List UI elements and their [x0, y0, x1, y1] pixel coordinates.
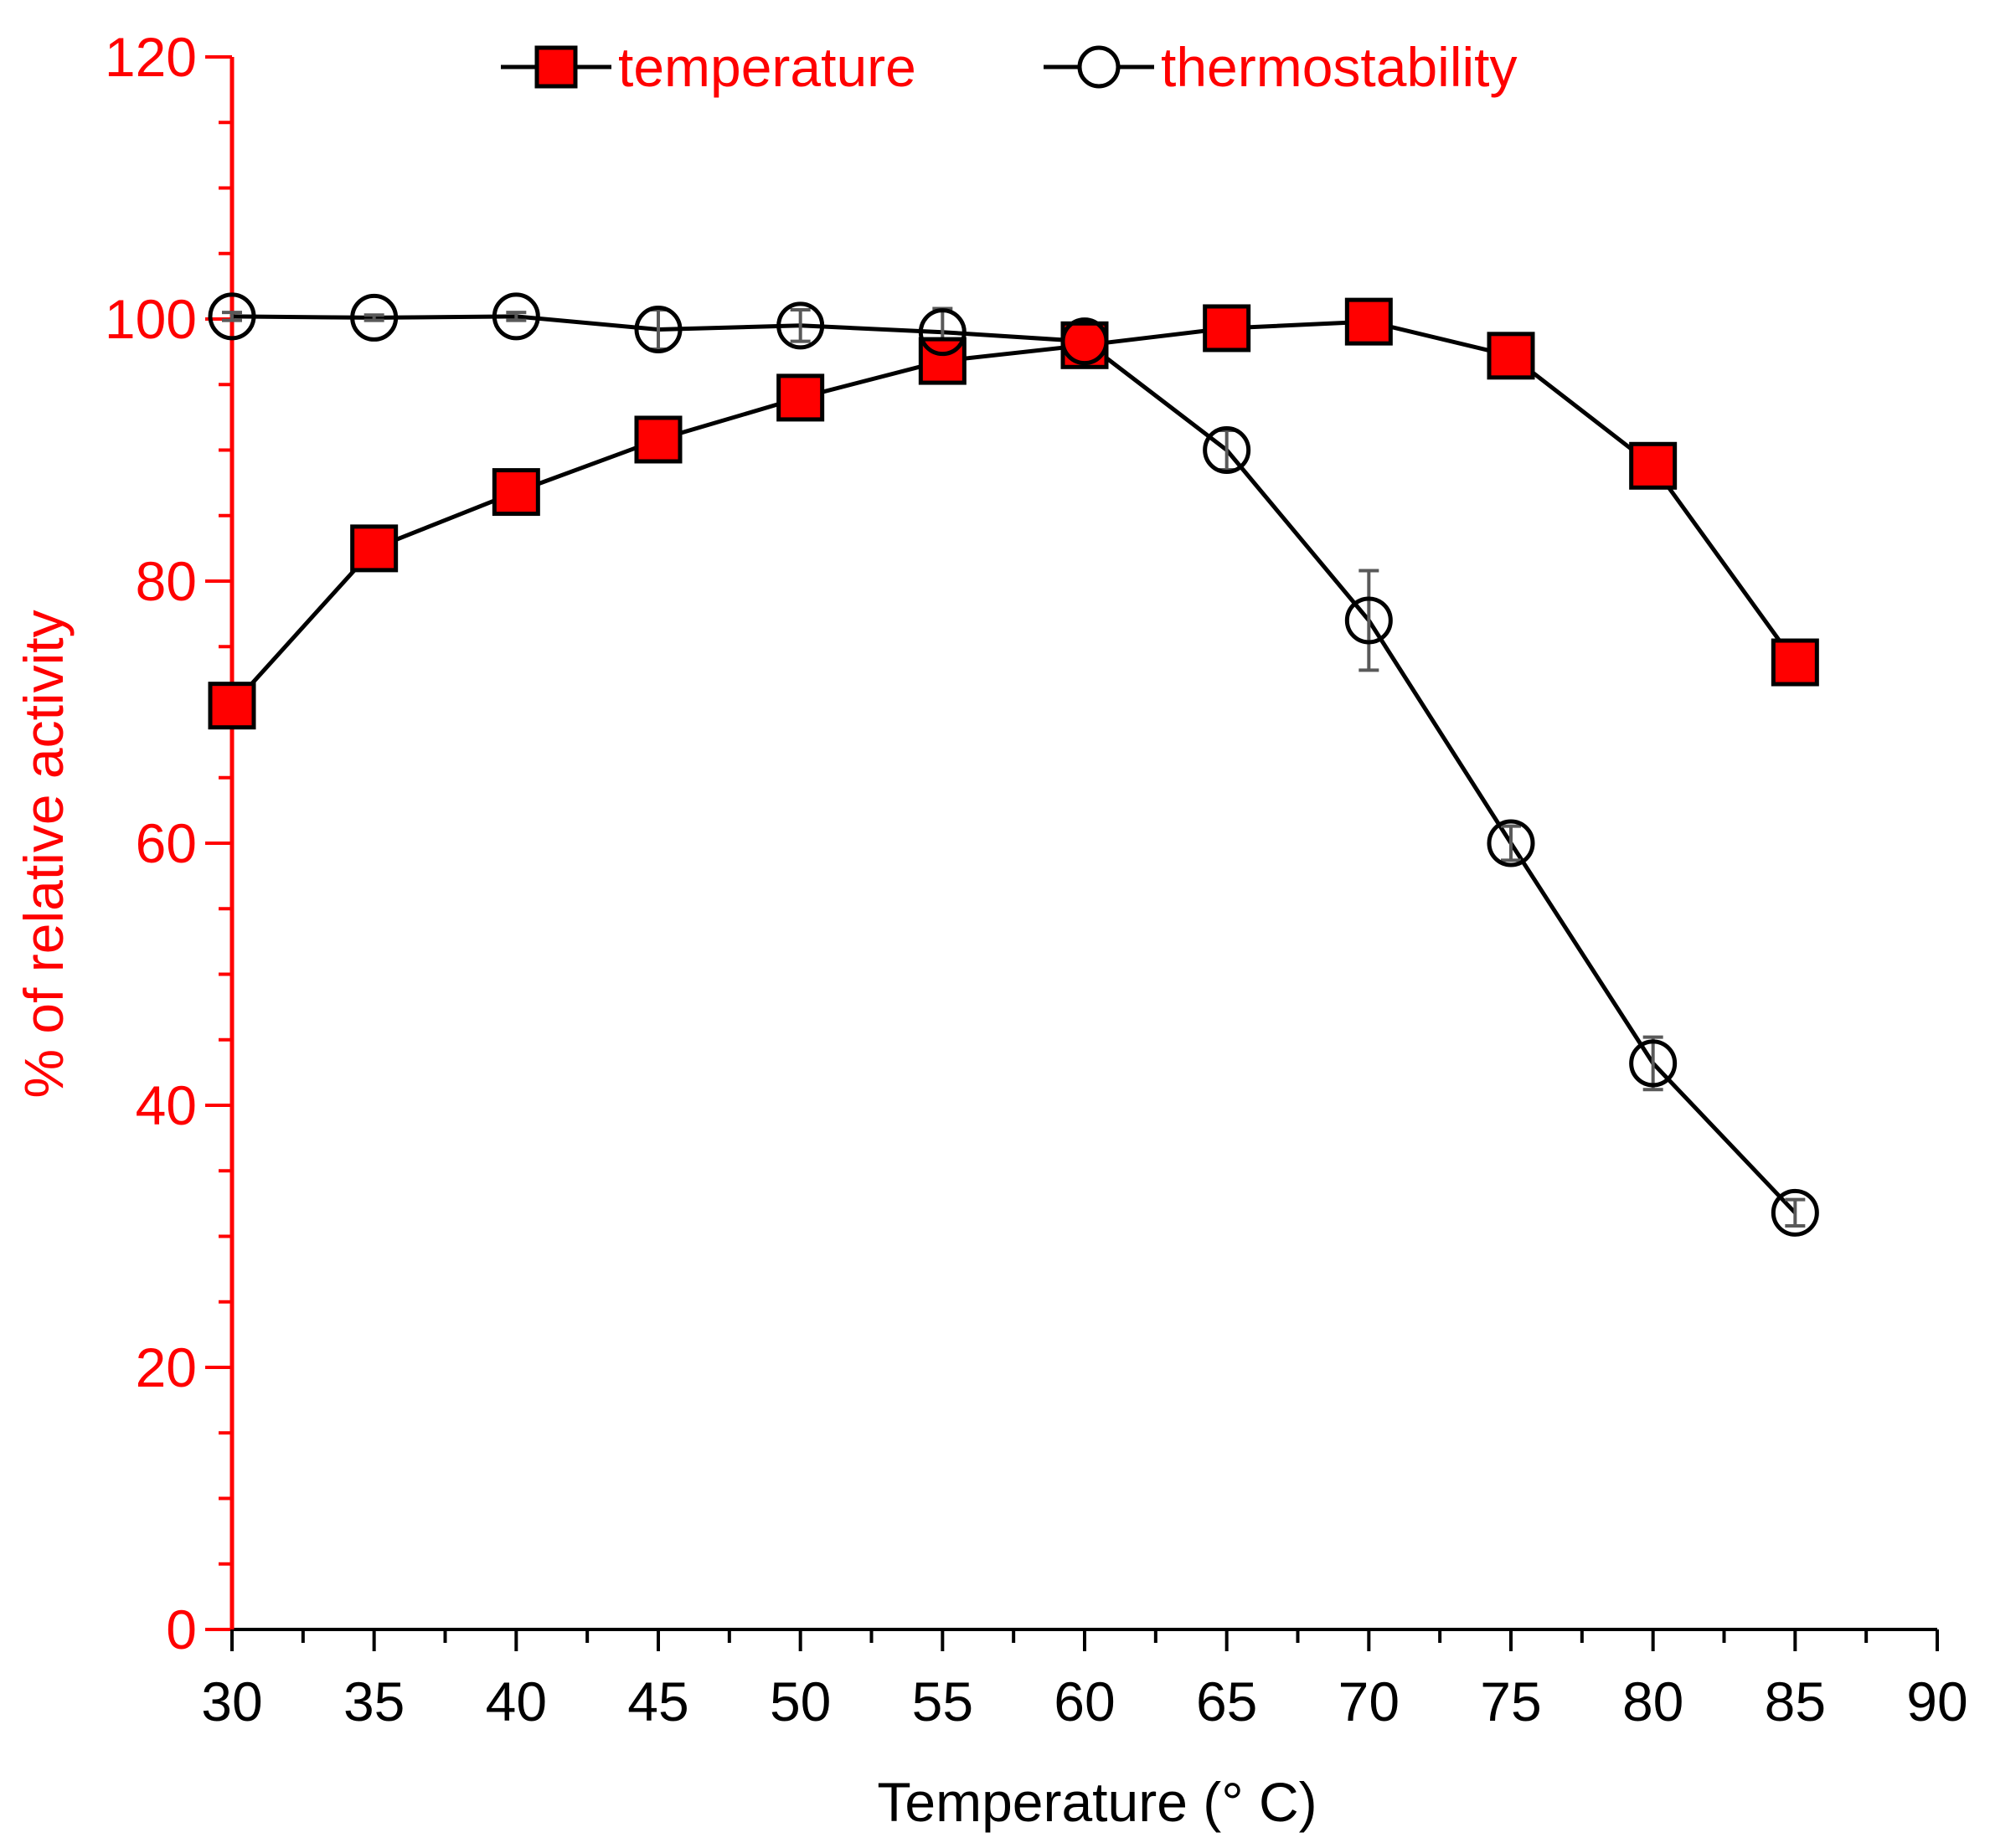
x-ticks [230, 1629, 1939, 1651]
thermostability-error-bar [1358, 569, 1379, 672]
x-axis-title: Temperature (° C) [877, 1771, 1317, 1833]
legend-item-thermostability: thermostability [1044, 36, 1518, 98]
x-tick-label: 75 [1480, 1670, 1541, 1732]
x-tick-labels: 30 35 40 45 50 55 60 65 70 75 80 85 90 [201, 1670, 1967, 1732]
thermostability-error-bar [363, 313, 384, 322]
thermostability-line [231, 314, 1797, 1215]
x-tick-label: 50 [770, 1670, 831, 1732]
thermostability-point [350, 293, 399, 342]
thermostability-error-bar [506, 311, 527, 322]
temperature-point [1487, 332, 1535, 380]
y-tick-label: 0 [166, 1598, 197, 1660]
thermostability-point [1629, 1039, 1678, 1088]
x-tick-label: 35 [343, 1670, 405, 1732]
temperature-point [350, 524, 399, 573]
temperature-point [1203, 304, 1251, 353]
temperature-point [492, 468, 540, 517]
thermostability-error-bar [1642, 1035, 1663, 1092]
y-axis-title: % of relative activity [13, 610, 75, 1098]
thermostability-point [1344, 596, 1393, 645]
thermostability-error-bar [1785, 1197, 1806, 1228]
y-tick-label: 40 [136, 1074, 197, 1136]
legend-thermostability-marker [1077, 45, 1121, 89]
legend-thermostability-label: thermostability [1161, 36, 1518, 98]
temperature-line [230, 319, 1797, 708]
thermostability-point [634, 306, 683, 354]
y-tick-labels: 0 20 40 60 80 100 120 [105, 26, 197, 1660]
thermostability-point [1203, 426, 1251, 474]
x-tick-label: 45 [627, 1670, 688, 1732]
y-tick-label: 20 [136, 1336, 197, 1398]
thermostability-point [492, 292, 540, 341]
temperature-point [1771, 638, 1819, 687]
x-tick-label: 40 [486, 1670, 547, 1732]
thermostability-error-bar [222, 311, 242, 322]
x-tick-label: 30 [201, 1670, 262, 1732]
thermostability-point [208, 292, 256, 341]
error-bars [222, 306, 1806, 1228]
x-tick-label: 60 [1054, 1670, 1115, 1732]
thermostability-error-bar [790, 308, 811, 343]
temperature-point [208, 682, 256, 730]
y-tick-label: 100 [105, 288, 197, 350]
thermostability-point [1060, 317, 1109, 366]
legend-temperature-label: temperature [618, 36, 916, 98]
temperature-point [1629, 441, 1678, 490]
temperature-point [776, 373, 825, 422]
thermostability-error-bar [1501, 824, 1521, 862]
temperature-point [1344, 297, 1393, 346]
x-tick-label: 70 [1338, 1670, 1400, 1732]
legend: temperature thermostability [501, 36, 1518, 98]
thermostability-point [1487, 819, 1535, 867]
series-lines [230, 314, 1797, 1215]
x-tick-label: 65 [1196, 1670, 1257, 1732]
thermostability-point [1771, 1188, 1819, 1237]
y-tick-label: 60 [136, 812, 197, 874]
x-tick-label: 80 [1622, 1670, 1683, 1732]
thermostability-point [776, 301, 825, 350]
y-tick-label: 120 [105, 26, 197, 88]
y-tick-label: 80 [136, 550, 197, 612]
x-tick-label: 55 [912, 1670, 973, 1732]
x-tick-label: 85 [1765, 1670, 1826, 1732]
axes [229, 57, 1937, 1631]
temperature-point [634, 415, 683, 464]
x-tick-label: 90 [1906, 1670, 1967, 1732]
y-major-ticks [205, 55, 232, 1631]
legend-temperature-marker [534, 45, 578, 89]
thermostability-point [918, 308, 967, 357]
legend-item-temperature: temperature [501, 36, 916, 98]
markers [208, 292, 1819, 1237]
